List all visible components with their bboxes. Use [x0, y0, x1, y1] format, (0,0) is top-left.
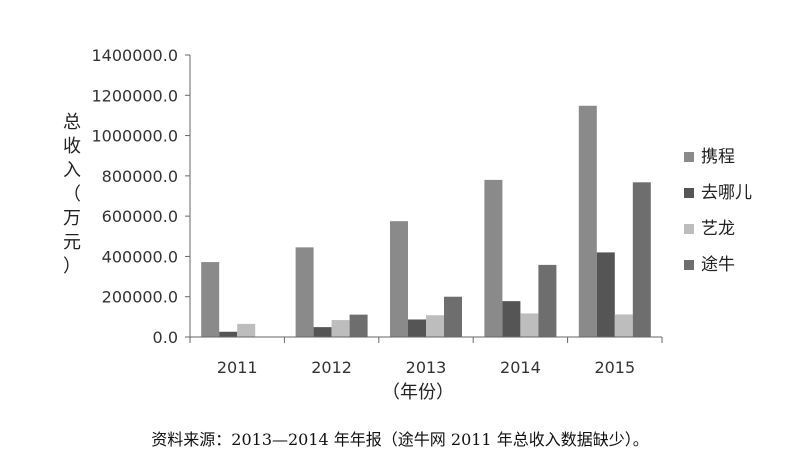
y-tick-label: 1000000.0	[91, 127, 178, 146]
legend-label: 艺龙	[701, 219, 735, 239]
bar	[349, 314, 368, 337]
legend-swatch	[684, 260, 694, 270]
bar	[219, 331, 238, 337]
bar	[596, 252, 615, 337]
bar	[201, 262, 220, 337]
bar	[520, 313, 539, 337]
bar	[313, 327, 332, 337]
x-tick-label: 2011	[217, 358, 258, 377]
y-tick-label: 800000.0	[102, 167, 178, 186]
y-axis: 0.0 200000.0 400000.0 600000.0 800000.0 10000…	[91, 46, 191, 347]
bar	[632, 182, 651, 337]
legend-label: 携程	[701, 147, 735, 167]
bar	[502, 301, 521, 337]
legend-label: 途牛	[701, 255, 735, 275]
source-note: 资料来源：2013—2014 年年报（途牛网 2011 年总收入数据缺少）。	[151, 430, 649, 449]
bars	[201, 105, 651, 337]
x-tick-label: 2015	[594, 358, 635, 377]
bar	[390, 221, 408, 337]
legend-swatch	[684, 224, 694, 234]
y-tick-label: 600000.0	[102, 207, 178, 226]
y-tick-label: 1200000.0	[91, 86, 178, 105]
y-tick-label: 400000.0	[102, 247, 178, 266]
bar	[614, 314, 633, 337]
x-axis-label: （年份）	[382, 382, 454, 403]
bar	[295, 247, 314, 337]
y-axis-label: 总收入（万元）	[63, 112, 81, 277]
bar	[444, 296, 462, 337]
bar-chart: 0.0 200000.0 400000.0 600000.0 800000.0 10000…	[63, 46, 752, 403]
bar	[538, 264, 557, 337]
bar	[408, 319, 426, 337]
x-tick-label: 2013	[406, 358, 447, 377]
x-tick-label: 2012	[311, 358, 352, 377]
legend-swatch	[684, 152, 694, 162]
y-tick-label: 200000.0	[102, 288, 178, 307]
bar	[426, 315, 444, 337]
bar	[484, 179, 503, 337]
bar	[237, 323, 256, 337]
y-tick-label: 1400000.0	[91, 46, 178, 65]
x-tick-label: 2014	[500, 358, 541, 377]
legend-swatch	[684, 188, 694, 198]
x-axis: 2011 2012 2013 2014 2015	[189, 336, 663, 377]
legend-label: 去哪儿	[701, 183, 752, 203]
y-tick-label: 0.0	[153, 328, 178, 347]
bar	[578, 105, 597, 337]
bar	[331, 320, 350, 337]
